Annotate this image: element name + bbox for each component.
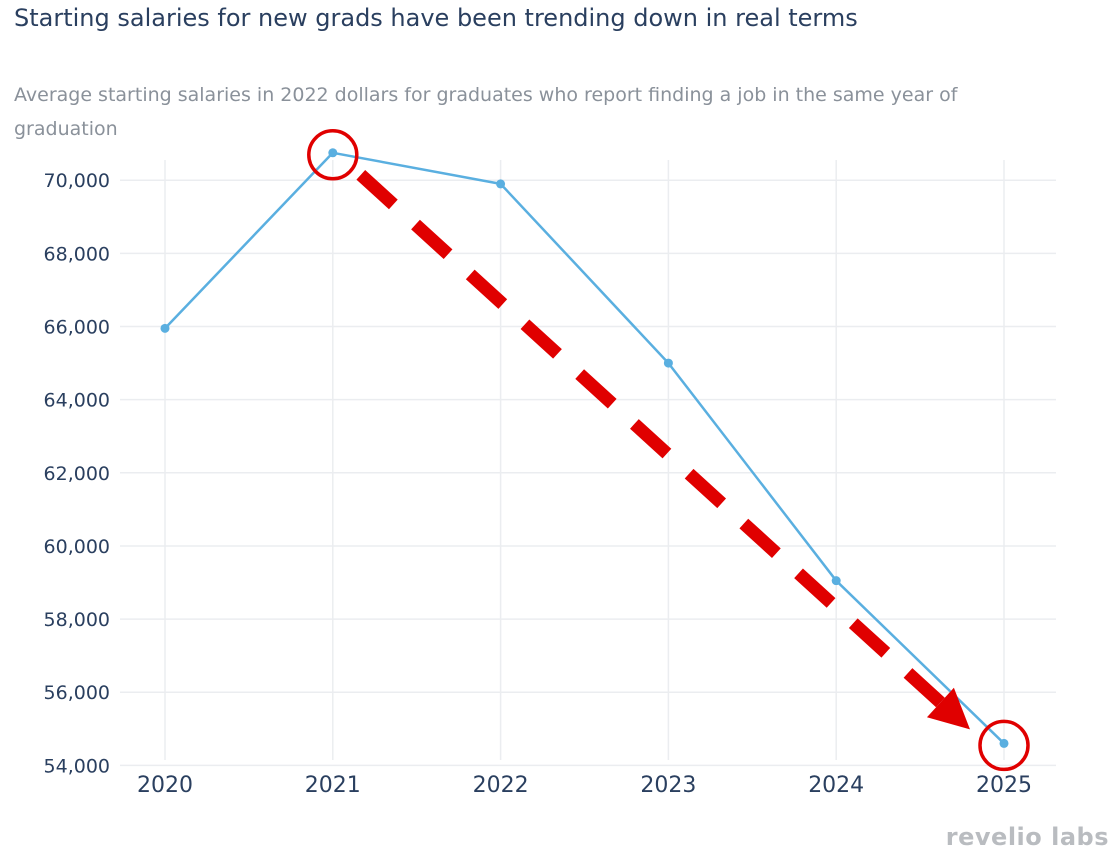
dashed-arrow-shaft	[356, 169, 945, 708]
y-tick-label: 62,000	[44, 463, 110, 485]
y-tick-label: 70,000	[44, 170, 110, 192]
x-tick-label: 2022	[473, 773, 529, 798]
y-tick-label: 60,000	[44, 536, 110, 558]
data-point	[831, 576, 841, 586]
series	[160, 148, 1009, 748]
series-line	[164, 151, 1005, 745]
data-point	[160, 323, 170, 333]
y-tick-label: 64,000	[44, 390, 110, 412]
x-tick-label: 2023	[640, 773, 696, 798]
y-tick-label: 58,000	[44, 609, 110, 631]
x-tick-label: 2024	[808, 773, 864, 798]
data-point	[496, 179, 506, 189]
y-tick-label: 66,000	[44, 317, 110, 339]
data-point	[663, 358, 673, 368]
annotations	[307, 129, 1030, 772]
x-tick-label: 2025	[976, 773, 1032, 798]
y-tick-label: 54,000	[44, 755, 110, 777]
brand-logo: revelio labs	[945, 823, 1109, 851]
highlight-circle	[978, 719, 1030, 772]
chart-subtitle: Average starting salaries in 2022 dollar…	[14, 84, 958, 140]
data-point	[999, 738, 1009, 748]
highlight-circle	[307, 129, 359, 181]
chart-title: Starting salaries for new grads have bee…	[14, 4, 858, 32]
grid-lines	[120, 160, 1056, 767]
x-tick-label: 2020	[137, 773, 193, 798]
x-tick-label: 2021	[305, 773, 361, 798]
y-tick-label: 56,000	[44, 682, 110, 704]
data-point	[328, 148, 338, 158]
x-axis: 2020 2021 2022 2023 2024 2025	[137, 773, 1032, 798]
y-axis: 54,000 56,000 58,000 60,000 62,000 64,000 66,0…	[44, 170, 110, 777]
arrow-head	[926, 687, 970, 730]
y-tick-label: 68,000	[44, 243, 110, 265]
